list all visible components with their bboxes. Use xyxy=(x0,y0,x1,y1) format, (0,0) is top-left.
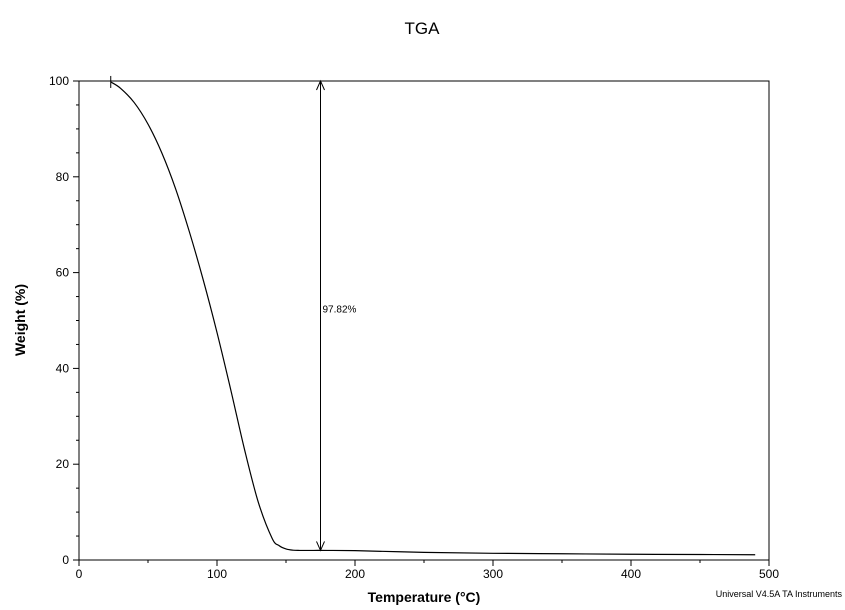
annotation-arrowhead-bottom xyxy=(316,541,325,552)
y-tick-label: 40 xyxy=(56,361,70,375)
y-tick-label: 60 xyxy=(56,266,70,280)
annotation-arrowhead-top xyxy=(316,79,325,91)
x-tick-label: 200 xyxy=(345,567,365,581)
y-axis-label: Weight (%) xyxy=(12,284,28,356)
plot-area xyxy=(78,80,770,561)
x-tick-label: 500 xyxy=(759,567,779,581)
x-tick-label: 300 xyxy=(483,567,503,581)
x-tick-label: 0 xyxy=(76,567,83,581)
weight-loss-label: 97.82% xyxy=(323,305,357,316)
chart-title: TGA xyxy=(405,19,441,38)
y-tick-label: 20 xyxy=(56,457,70,471)
y-tick-label: 100 xyxy=(49,74,69,88)
instrument-footer: Universal V4.5A TA Instruments xyxy=(716,589,843,599)
x-tick-label: 400 xyxy=(621,567,641,581)
y-tick-label: 80 xyxy=(56,170,70,184)
y-tick-label: 0 xyxy=(62,553,69,567)
x-tick-label: 100 xyxy=(207,567,227,581)
x-axis-label: Temperature (°C) xyxy=(368,589,481,605)
weight-curve xyxy=(110,81,756,556)
